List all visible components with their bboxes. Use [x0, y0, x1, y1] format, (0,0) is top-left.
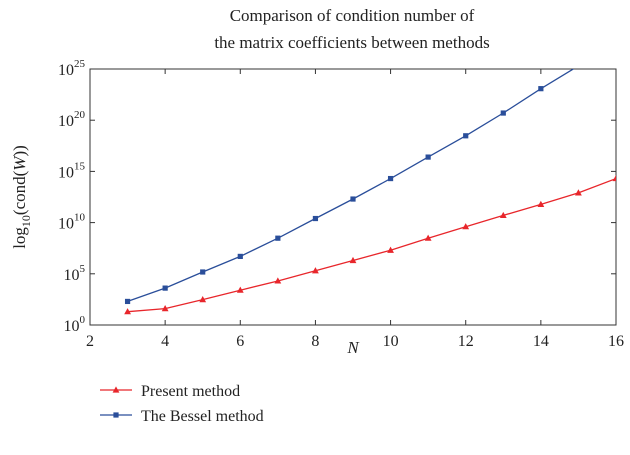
chart-title-line-1: Comparison of condition number of: [230, 6, 475, 25]
y-tick-label: 1025: [58, 58, 86, 79]
data-point-2: [275, 235, 281, 241]
y-tick-label-exponent: 15: [74, 160, 86, 172]
data-point-2: [500, 110, 506, 116]
legend: Present method The Bessel method: [100, 383, 264, 425]
data-point-1: [161, 304, 169, 312]
x-tick-label: 10: [383, 333, 399, 350]
chart-title-line-2: the matrix coefficients between methods: [214, 33, 489, 52]
data-point-2: [425, 154, 431, 160]
data-point-2: [350, 196, 356, 202]
y-tick-label: 1010: [58, 212, 86, 233]
data-point-1: [537, 200, 545, 207]
y-axis-label-subscript: 10: [19, 215, 33, 227]
y-tick-label-base: 10: [58, 113, 74, 130]
y-tick-label-exponent: 0: [80, 314, 86, 326]
data-point-2: [613, 38, 618, 43]
data-point-1: [124, 308, 131, 315]
legend-label-1: Present method: [141, 383, 240, 400]
data-point-1: [575, 189, 582, 196]
y-tick-label-exponent: 5: [80, 263, 86, 275]
y-tick-label-exponent: 20: [74, 109, 86, 121]
legend-label-2: The Bessel method: [141, 408, 264, 425]
data-point-1: [424, 234, 432, 241]
plot-area-frame: [89, 68, 617, 326]
x-tick-label: 8: [311, 333, 319, 350]
legend-marker-1: [112, 386, 120, 393]
data-point-1: [199, 296, 207, 303]
series-line-1: [127, 177, 616, 313]
y-tick-label-base: 10: [58, 62, 74, 79]
series-line-2: [127, 69, 575, 303]
y-tick-label: 1015: [58, 160, 86, 181]
data-point-1: [612, 174, 616, 182]
series-layer: [124, 38, 618, 315]
data-point-1: [499, 211, 507, 219]
data-point-1: [236, 286, 244, 293]
x-axis-label: N: [346, 338, 360, 357]
y-tick-label-exponent: 25: [74, 58, 86, 70]
data-point-2: [124, 298, 131, 305]
y-tick-label-base: 10: [58, 164, 74, 181]
y-axis-label: log10(cond(W)): [10, 145, 33, 249]
x-tick-label: 16: [608, 333, 624, 350]
data-point-2: [237, 253, 243, 260]
y-tick-label-base: 10: [64, 318, 80, 335]
x-tick-label: 14: [533, 333, 549, 350]
data-point-1: [274, 277, 282, 284]
y-tick-label: 1020: [58, 109, 86, 130]
legend-marker-2: [113, 412, 119, 418]
y-tick-label-base: 10: [64, 267, 80, 284]
y-tick-label: 105: [64, 263, 86, 284]
x-tick-label: 12: [458, 333, 474, 350]
data-point-1: [312, 267, 319, 274]
x-axis-ticks: 2 4 6 8 10 12 14 16: [86, 69, 624, 350]
y-tick-label: 100: [64, 314, 86, 335]
data-point-2: [312, 215, 319, 222]
data-point-2: [387, 175, 394, 182]
x-tick-label: 2: [86, 333, 94, 350]
data-point-2: [463, 133, 469, 139]
x-tick-label: 6: [236, 333, 244, 350]
data-point-2: [200, 269, 206, 275]
y-tick-label-base: 10: [58, 216, 74, 233]
data-point-1: [349, 256, 357, 264]
data-point-2: [538, 86, 544, 92]
x-tick-label: 4: [161, 333, 169, 350]
data-point-1: [387, 246, 394, 253]
data-point-2: [576, 63, 581, 68]
data-point-2: [162, 285, 168, 291]
y-tick-label-exponent: 10: [74, 212, 86, 224]
data-point-1: [462, 223, 470, 230]
